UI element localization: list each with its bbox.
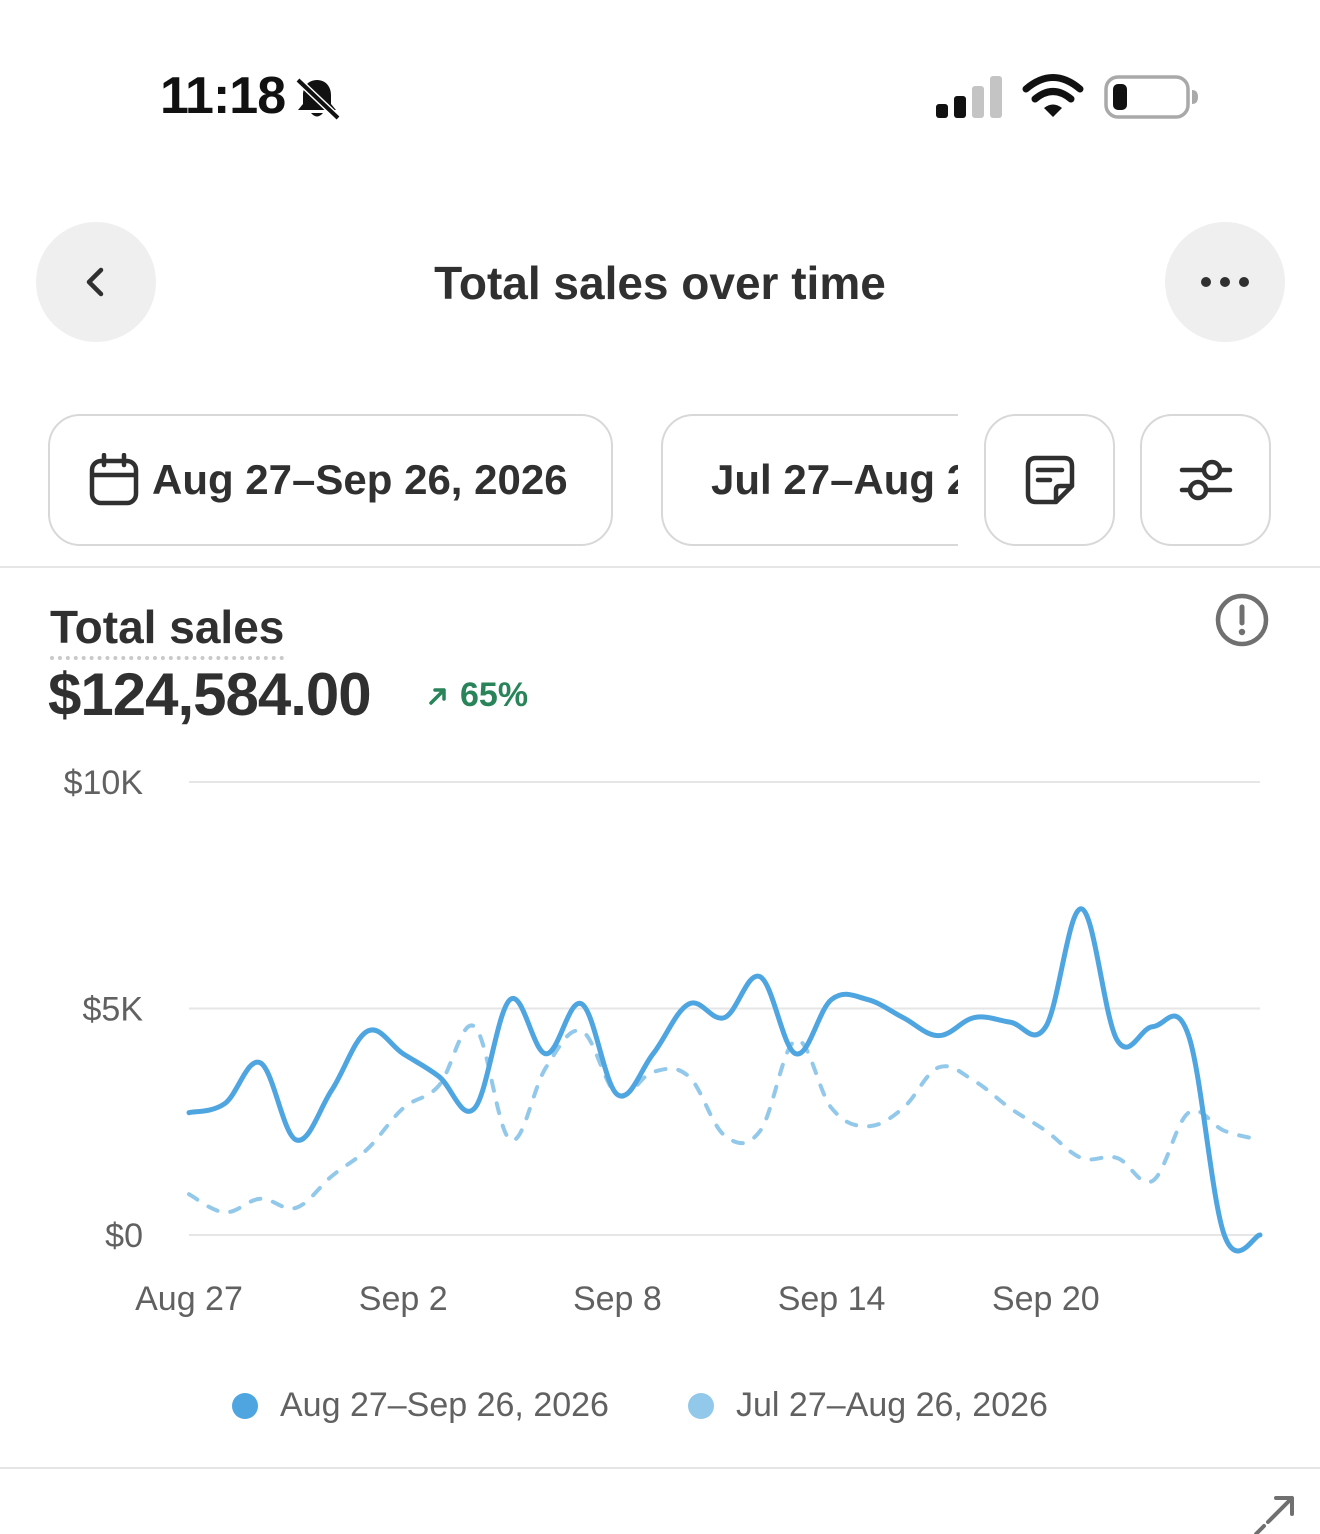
y-tick-label: $5K — [83, 991, 144, 1029]
date-range-label: Aug 27–Sep 26, 2026 — [152, 456, 568, 503]
x-tick-label: Sep 14 — [778, 1280, 886, 1318]
x-tick-label: Sep 20 — [992, 1280, 1100, 1318]
divider — [0, 566, 1320, 568]
y-tick-label: $10K — [64, 764, 144, 802]
legend-dot-previous — [688, 1392, 714, 1419]
back-button[interactable] — [36, 222, 156, 342]
change-value: 65% — [460, 676, 529, 714]
battery-low-icon — [1104, 75, 1198, 119]
note-icon — [1025, 455, 1074, 505]
y-axis-ticks: $10K $5K $0 — [64, 764, 144, 1255]
chart-series — [186, 906, 1263, 1254]
metric-label[interactable]: Total sales — [50, 600, 285, 660]
ellipsis-icon — [1201, 277, 1249, 287]
chevron-left-icon — [86, 267, 104, 297]
series-line-current — [186, 906, 1263, 1254]
x-axis-ticks: Aug 27 Sep 2 Sep 8 Sep 14 Sep 20 — [135, 1280, 1100, 1318]
change-indicator: 65% — [426, 676, 528, 715]
scroll-fade — [958, 410, 982, 550]
wifi-icon — [1022, 74, 1084, 117]
date-range-button[interactable]: Aug 27–Sep 26, 2026 — [48, 414, 613, 546]
page-title: Total sales over time — [434, 257, 886, 309]
legend-dot-current — [232, 1392, 258, 1419]
arrow-up-right-icon — [429, 687, 446, 705]
calendar-icon — [89, 453, 139, 506]
compare-range-button[interactable]: Jul 27–Aug 26, 2026 — [661, 414, 971, 546]
legend-label-current: Aug 27–Sep 26, 2026 — [280, 1386, 609, 1424]
x-tick-label: Sep 8 — [573, 1280, 662, 1318]
series-line-previous — [187, 1023, 1262, 1215]
more-options-button[interactable] — [1165, 222, 1285, 342]
metric-value: $124,584.00 — [48, 661, 372, 728]
divider — [0, 1467, 1320, 1469]
expand-icon[interactable] — [1252, 1494, 1300, 1534]
legend-label-previous: Jul 27–Aug 26, 2026 — [736, 1386, 1048, 1424]
x-tick-label: Aug 27 — [135, 1280, 243, 1318]
legend-item-previous[interactable]: Jul 27–Aug 26, 2026 — [688, 1386, 1048, 1425]
x-tick-label: Sep 2 — [359, 1280, 448, 1318]
bell-slash-icon — [295, 77, 341, 121]
sales-line-chart: $10K $5K $0 Aug 27 Sep 2 Sep 8 Sep 14 Sep 20 — [64, 764, 1263, 1318]
legend-item-current[interactable]: Aug 27–Sep 26, 2026 — [232, 1386, 609, 1425]
notes-button[interactable] — [984, 414, 1115, 546]
filter-settings-button[interactable] — [1140, 414, 1271, 546]
alert-circle-icon[interactable] — [1214, 592, 1270, 648]
status-time: 11:18 — [160, 67, 286, 125]
cellular-signal-icon — [936, 76, 1002, 118]
sliders-icon — [1179, 459, 1232, 501]
compare-range-label: Jul 27–Aug 26, 2026 — [711, 456, 971, 503]
chart-gridlines — [189, 781, 1260, 1236]
y-tick-label: $0 — [105, 1217, 143, 1255]
